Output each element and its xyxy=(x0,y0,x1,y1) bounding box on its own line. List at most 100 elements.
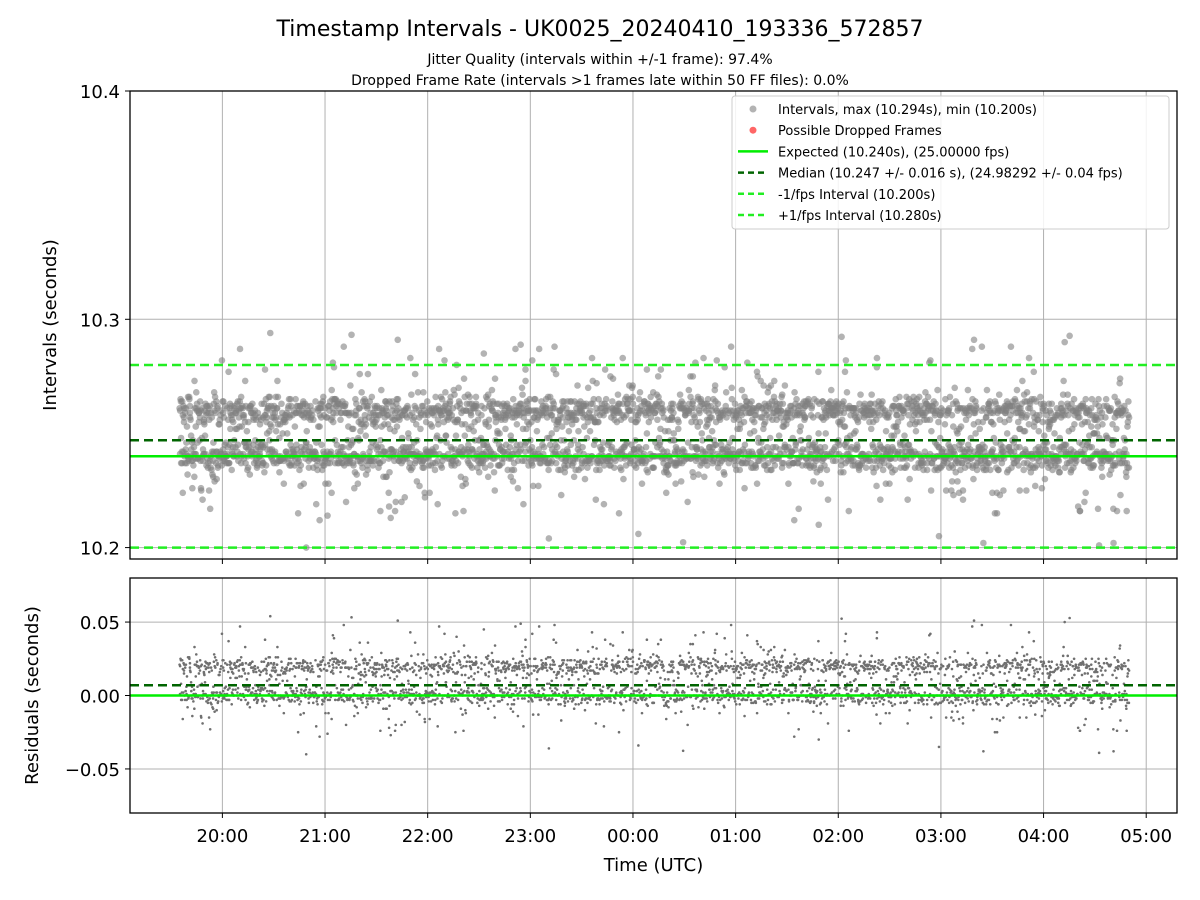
residual-point xyxy=(414,663,418,666)
residual-point xyxy=(448,658,452,662)
interval-point xyxy=(316,423,323,430)
residual-point xyxy=(303,660,307,664)
residual-point xyxy=(393,670,396,674)
residual-point xyxy=(669,697,673,700)
interval-point xyxy=(467,411,475,419)
residual-point xyxy=(512,698,516,702)
residual-point xyxy=(422,653,425,656)
residual-point xyxy=(575,666,579,669)
residual-point xyxy=(597,672,600,675)
residual-point xyxy=(438,664,442,668)
residual-point xyxy=(351,683,355,687)
residual-point xyxy=(385,660,389,664)
residual-point xyxy=(437,625,441,628)
residual-point xyxy=(374,667,378,671)
residual-point xyxy=(453,654,456,658)
interval-point xyxy=(696,409,703,417)
residual-point xyxy=(363,670,367,674)
residual-point xyxy=(460,673,464,677)
residual-point xyxy=(586,650,590,653)
residual-point xyxy=(524,638,527,641)
interval-point xyxy=(386,468,393,476)
interval-point xyxy=(387,514,395,522)
interval-point xyxy=(274,393,282,401)
residual-point xyxy=(579,701,583,705)
residual-point xyxy=(335,666,338,669)
residual-point xyxy=(359,678,362,681)
residual-point xyxy=(258,673,262,677)
residual-point xyxy=(423,664,426,668)
residual-point xyxy=(265,689,269,693)
residual-point xyxy=(315,700,319,703)
interval-point xyxy=(629,393,637,401)
interval-point xyxy=(602,395,610,403)
residual-point xyxy=(522,669,526,672)
residual-point xyxy=(295,686,298,690)
residual-point xyxy=(451,663,455,666)
interval-point xyxy=(364,370,372,378)
residual-point xyxy=(577,703,580,706)
residual-point xyxy=(523,697,526,700)
interval-point xyxy=(654,373,662,380)
residual-point xyxy=(351,676,355,680)
residual-point xyxy=(686,685,690,688)
residual-point xyxy=(187,656,191,659)
residual-point xyxy=(265,679,269,683)
interval-point xyxy=(781,382,789,389)
residual-point xyxy=(467,691,471,694)
residual-point xyxy=(182,672,186,675)
residual-point xyxy=(630,686,633,690)
residual-point xyxy=(604,657,608,661)
interval-point xyxy=(995,391,1003,398)
residual-point xyxy=(332,636,336,640)
residual-point xyxy=(630,670,633,674)
residual-point xyxy=(366,703,369,706)
interval-point xyxy=(770,377,778,385)
residual-point xyxy=(673,691,677,694)
residual-point xyxy=(318,675,321,678)
residual-point xyxy=(468,660,471,664)
residual-point xyxy=(614,691,618,694)
residual-point xyxy=(226,670,230,674)
interval-point xyxy=(351,484,358,492)
residual-point xyxy=(395,675,399,678)
residual-point xyxy=(527,673,531,677)
interval-point xyxy=(557,491,565,499)
residual-point xyxy=(651,653,655,656)
residual-point xyxy=(687,651,691,655)
residual-point xyxy=(280,669,283,672)
residual-point xyxy=(631,656,635,659)
interval-point xyxy=(1125,464,1133,471)
interval-point xyxy=(894,427,901,435)
residual-point xyxy=(251,686,255,690)
interval-point xyxy=(243,427,251,435)
interval-point xyxy=(438,464,446,471)
interval-point xyxy=(736,466,744,474)
residual-point xyxy=(188,666,192,669)
interval-point xyxy=(452,510,459,517)
residual-point xyxy=(265,672,268,675)
interval-point xyxy=(586,427,594,435)
interval-point xyxy=(1038,484,1046,492)
residual-point xyxy=(498,700,502,703)
residual-point xyxy=(370,697,374,700)
interval-point xyxy=(670,409,677,417)
interval-point xyxy=(510,466,518,474)
interval-point xyxy=(484,473,492,481)
interval-point xyxy=(428,423,436,430)
residual-point xyxy=(356,711,360,715)
residual-point xyxy=(190,689,193,693)
residual-point xyxy=(609,700,612,703)
residual-point xyxy=(213,656,217,659)
residual-point xyxy=(433,698,437,702)
residual-point xyxy=(447,669,451,672)
intervals-y-tick-label: 10.2 xyxy=(80,539,120,560)
residual-point xyxy=(488,660,492,664)
interval-point xyxy=(795,505,802,513)
interval-point xyxy=(438,395,446,403)
residual-point xyxy=(487,675,490,678)
residual-point xyxy=(462,664,465,668)
residual-point xyxy=(568,697,572,700)
residual-point xyxy=(509,680,513,684)
residual-point xyxy=(201,689,205,693)
